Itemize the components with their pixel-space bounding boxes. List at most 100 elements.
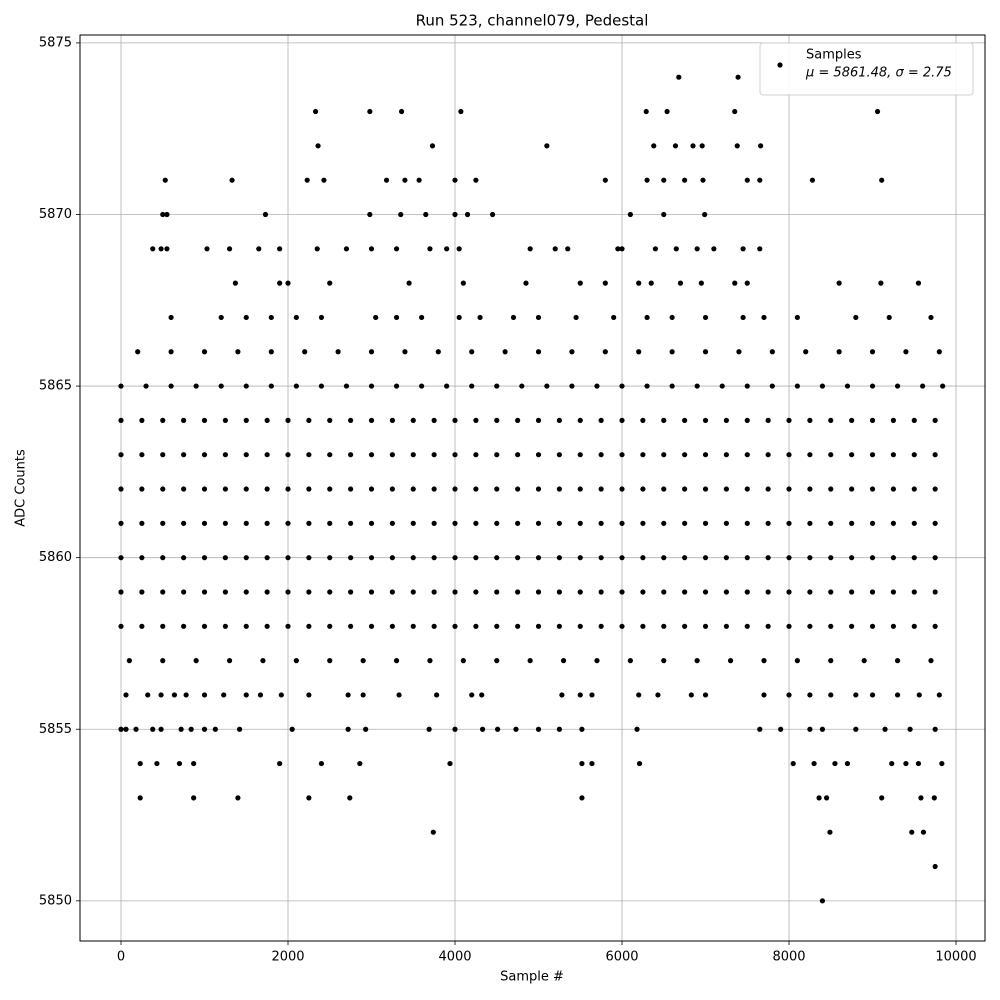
point — [515, 555, 521, 561]
point — [535, 555, 542, 561]
point — [118, 417, 124, 423]
point — [673, 246, 679, 252]
point — [648, 280, 654, 286]
point — [869, 349, 876, 355]
point — [137, 760, 143, 767]
point — [118, 520, 124, 526]
point — [744, 623, 750, 629]
point — [932, 726, 938, 732]
point — [589, 760, 595, 767]
point — [515, 417, 521, 423]
point — [723, 520, 729, 526]
point — [357, 760, 363, 767]
point — [661, 555, 667, 561]
point — [430, 829, 436, 835]
point — [473, 520, 479, 526]
point — [243, 486, 249, 492]
point — [890, 452, 896, 458]
point — [702, 349, 709, 355]
point — [243, 555, 249, 561]
point — [556, 417, 562, 423]
point — [577, 589, 583, 595]
point — [139, 555, 145, 561]
point — [559, 692, 565, 698]
legend-stats: μ = 5861.48, σ = 2.75 — [805, 66, 952, 81]
point — [911, 520, 917, 526]
point — [406, 280, 412, 286]
point — [786, 623, 792, 629]
point — [181, 520, 187, 526]
point — [222, 555, 228, 561]
point — [735, 74, 741, 80]
point — [652, 246, 659, 252]
point — [560, 658, 567, 664]
point — [619, 417, 625, 423]
point — [702, 452, 709, 458]
chart-title: Run 523, channel079, Pedestal — [416, 12, 649, 30]
point — [619, 555, 625, 561]
point — [911, 452, 917, 458]
point — [123, 726, 129, 732]
point — [118, 726, 124, 732]
point — [479, 692, 485, 698]
point — [494, 452, 500, 458]
point — [761, 658, 767, 664]
point — [306, 452, 312, 458]
x-tick-label: 8000 — [772, 950, 805, 965]
point — [723, 623, 729, 629]
point — [519, 383, 525, 389]
point — [139, 623, 145, 629]
point — [318, 383, 325, 389]
point — [452, 589, 458, 595]
point — [757, 177, 763, 183]
point — [890, 520, 896, 526]
point — [869, 623, 876, 629]
point — [181, 486, 187, 492]
point — [828, 658, 834, 664]
point — [651, 143, 657, 149]
point — [794, 383, 800, 389]
point — [133, 726, 139, 732]
point — [828, 623, 834, 629]
point — [368, 486, 375, 492]
point — [410, 452, 416, 458]
point — [458, 108, 464, 115]
point — [744, 177, 750, 183]
point — [736, 349, 742, 355]
point — [661, 452, 667, 458]
point — [410, 486, 416, 492]
point — [890, 417, 896, 423]
point — [556, 452, 562, 458]
point — [363, 726, 369, 732]
point — [201, 452, 208, 458]
point — [367, 108, 373, 115]
point — [410, 417, 416, 423]
point — [158, 692, 164, 698]
point — [306, 692, 312, 698]
point — [634, 726, 640, 732]
point — [431, 555, 437, 561]
point — [256, 246, 262, 252]
point — [682, 452, 688, 458]
point — [410, 589, 416, 595]
point — [740, 314, 746, 321]
point — [243, 623, 249, 629]
point — [494, 623, 500, 629]
point — [306, 795, 312, 801]
point — [577, 486, 583, 492]
point — [661, 520, 667, 526]
point — [318, 760, 325, 767]
point — [201, 417, 208, 423]
point — [402, 177, 408, 183]
point — [431, 623, 437, 629]
point — [201, 349, 208, 355]
point — [302, 349, 308, 355]
point — [874, 108, 881, 115]
point — [700, 177, 706, 183]
point — [669, 383, 675, 389]
point — [688, 692, 694, 698]
point — [447, 760, 453, 767]
point — [160, 520, 166, 526]
point — [661, 177, 667, 183]
point — [869, 486, 876, 492]
